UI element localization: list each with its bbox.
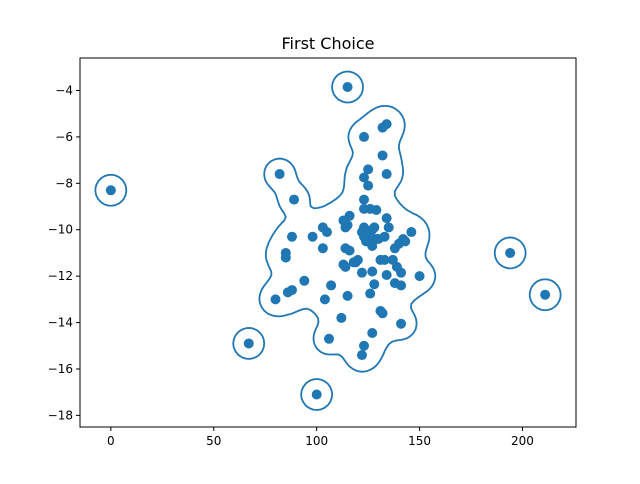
data-point: [289, 194, 300, 205]
data-point: [391, 261, 402, 272]
data-point: [342, 290, 353, 301]
data-point: [359, 340, 370, 351]
data-point: [359, 131, 370, 142]
y-tick-label: −6: [55, 130, 73, 144]
data-point: [381, 169, 392, 180]
y-tick-label: −10: [48, 223, 73, 237]
data-point: [286, 231, 297, 242]
data-point: [280, 252, 291, 263]
x-tick-label: 50: [206, 434, 221, 448]
x-tick-label: 200: [511, 434, 534, 448]
data-point: [286, 285, 297, 296]
data-point: [359, 194, 370, 205]
y-tick-label: −16: [48, 362, 73, 376]
data-point: [365, 288, 376, 299]
data-point: [379, 231, 390, 242]
scatter-point-layer: [105, 82, 551, 400]
data-point: [377, 308, 388, 319]
data-point: [342, 82, 353, 93]
plot-frame: [79, 57, 577, 428]
data-point: [359, 172, 370, 183]
data-point: [369, 279, 380, 290]
data-point: [274, 169, 285, 180]
data-point: [505, 247, 516, 258]
data-point: [344, 210, 355, 221]
data-point: [371, 205, 382, 216]
data-point: [381, 213, 392, 224]
data-point: [400, 236, 411, 247]
data-point: [340, 261, 351, 272]
density-contour-layer: [94, 70, 562, 411]
data-point: [406, 227, 417, 238]
data-point: [356, 350, 367, 361]
data-point: [381, 269, 392, 280]
y-tick-label: −4: [55, 83, 73, 97]
data-point: [105, 185, 116, 196]
data-point: [344, 245, 355, 256]
data-point: [414, 271, 425, 282]
data-point: [307, 231, 318, 242]
y-tick-label: −12: [48, 269, 73, 283]
data-point: [540, 289, 551, 300]
data-point: [299, 275, 310, 286]
data-point: [396, 280, 407, 291]
data-point: [326, 280, 337, 291]
y-tick-label: −8: [55, 176, 73, 190]
data-point: [369, 222, 380, 233]
x-tick-label: 100: [305, 434, 328, 448]
data-point: [321, 227, 332, 238]
x-axis: 0 50 100 150 200: [107, 427, 534, 448]
data-point: [379, 254, 390, 265]
y-tick-label: −18: [48, 408, 73, 422]
data-point: [367, 266, 378, 277]
data-point: [352, 254, 363, 265]
data-point: [311, 389, 322, 400]
data-point: [342, 220, 353, 231]
density-contour: [94, 70, 562, 411]
data-point: [381, 119, 392, 130]
data-point: [317, 243, 328, 254]
data-point: [324, 333, 335, 344]
y-tick-label: −14: [48, 316, 73, 330]
data-point: [383, 222, 394, 233]
y-axis: −18 −16 −14 −12 −10 −8 −6 −4: [48, 83, 80, 422]
chart-title: First Choice: [282, 34, 375, 53]
data-point: [336, 312, 347, 323]
data-point: [377, 150, 388, 161]
data-point: [319, 294, 330, 305]
x-tick-label: 0: [107, 434, 115, 448]
data-point: [367, 328, 378, 339]
data-point: [396, 318, 407, 329]
data-point: [356, 267, 367, 278]
x-tick-label: 150: [408, 434, 431, 448]
data-point: [243, 338, 254, 349]
data-point: [363, 164, 374, 175]
data-point: [363, 180, 374, 191]
data-point: [270, 294, 281, 305]
